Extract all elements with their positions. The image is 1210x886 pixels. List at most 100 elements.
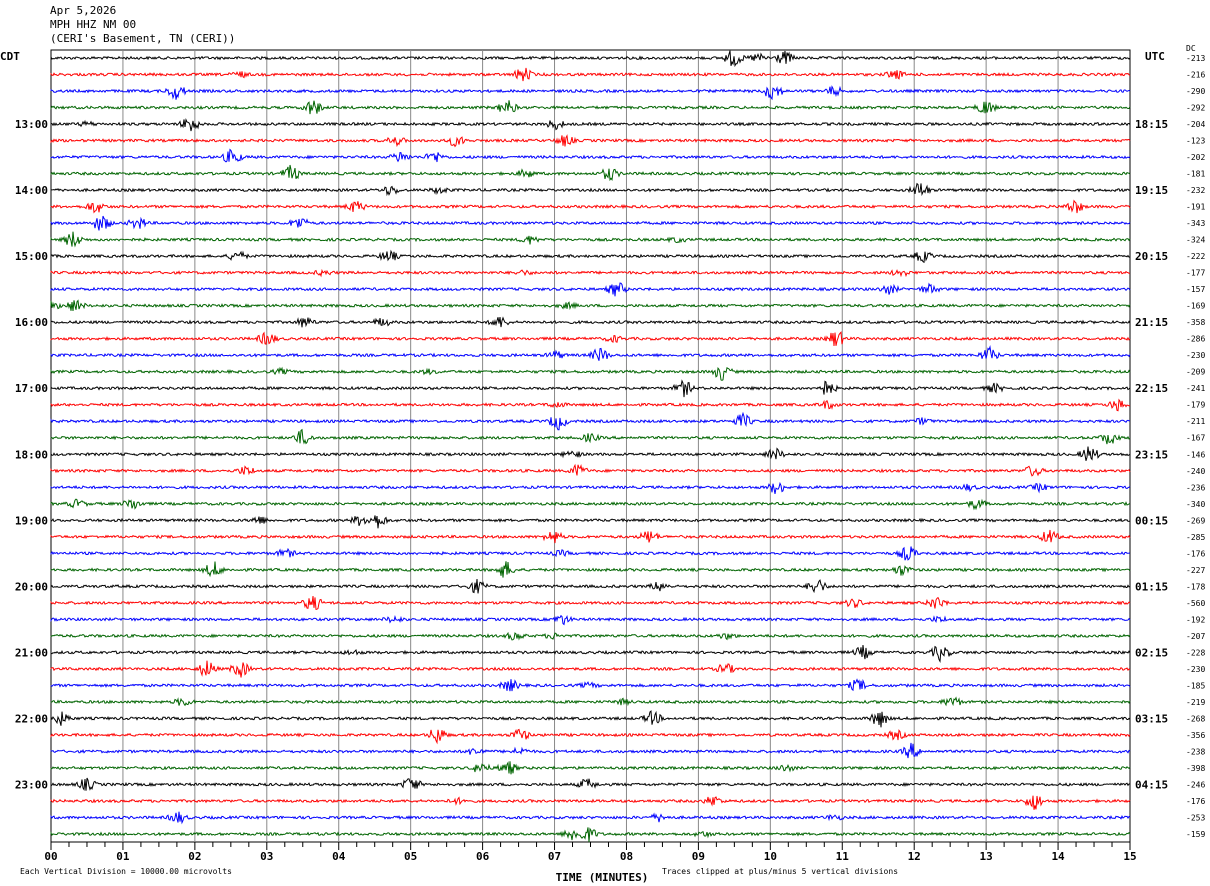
dc-value: -230 bbox=[1186, 351, 1205, 360]
cdt-hour-label: 15:00 bbox=[15, 250, 48, 263]
x-tick-label: 15 bbox=[1123, 850, 1136, 863]
x-tick-label: 03 bbox=[260, 850, 273, 863]
cdt-hour-label: 19:00 bbox=[15, 514, 48, 527]
dc-value: -340 bbox=[1186, 500, 1205, 509]
trace bbox=[50, 282, 1131, 297]
dc-value: -213 bbox=[1186, 54, 1205, 63]
dc-value: -228 bbox=[1186, 648, 1205, 657]
dc-value: -211 bbox=[1186, 417, 1205, 426]
dc-value: -216 bbox=[1186, 71, 1205, 80]
cdt-hour-label: 22:00 bbox=[15, 712, 48, 725]
x-tick-label: 00 bbox=[44, 850, 57, 863]
trace bbox=[50, 595, 1131, 611]
cdt-hour-label: 14:00 bbox=[15, 184, 48, 197]
utc-hour-label: 03:15 bbox=[1135, 712, 1168, 725]
dc-value: -324 bbox=[1186, 236, 1205, 245]
dc-value: -285 bbox=[1186, 533, 1205, 542]
trace bbox=[50, 249, 1131, 264]
x-tick-label: 10 bbox=[764, 850, 777, 863]
cdt-hour-label: 18:00 bbox=[15, 448, 48, 461]
trace bbox=[50, 85, 1131, 101]
dc-value: -178 bbox=[1186, 582, 1205, 591]
trace bbox=[50, 561, 1131, 578]
dc-value: -238 bbox=[1186, 747, 1205, 756]
x-tick-label: 11 bbox=[836, 850, 850, 863]
x-tick-label: 05 bbox=[404, 850, 417, 863]
trace bbox=[50, 546, 1131, 561]
dc-value: -560 bbox=[1186, 599, 1205, 608]
trace bbox=[50, 268, 1131, 278]
trace bbox=[50, 446, 1131, 461]
x-tick-label: 02 bbox=[188, 850, 201, 863]
cdt-hour-label: 13:00 bbox=[15, 118, 48, 131]
trace bbox=[50, 199, 1131, 214]
dc-value: -240 bbox=[1186, 467, 1205, 476]
utc-hour-label: 02:15 bbox=[1135, 646, 1168, 659]
dc-value: -398 bbox=[1186, 764, 1205, 773]
dc-value: -192 bbox=[1186, 615, 1205, 624]
x-tick-label: 04 bbox=[332, 850, 346, 863]
trace bbox=[50, 529, 1131, 544]
dc-value: -286 bbox=[1186, 335, 1205, 344]
x-tick-label: 06 bbox=[476, 850, 490, 863]
utc-hour-label: 04:15 bbox=[1135, 778, 1168, 791]
trace bbox=[50, 795, 1131, 810]
trace bbox=[50, 761, 1131, 775]
trace bbox=[50, 631, 1131, 641]
dc-value: -232 bbox=[1186, 186, 1205, 195]
dc-value: -179 bbox=[1186, 401, 1205, 410]
trace bbox=[50, 428, 1131, 445]
dc-value: -236 bbox=[1186, 483, 1205, 492]
dc-value: -167 bbox=[1186, 434, 1205, 443]
clip-note: Traces clipped at plus/minus 5 vertical … bbox=[662, 867, 899, 876]
trace bbox=[50, 827, 1131, 843]
trace bbox=[50, 215, 1131, 231]
dc-value: -202 bbox=[1186, 153, 1205, 162]
trace bbox=[50, 498, 1131, 511]
dc-value: -176 bbox=[1186, 797, 1205, 806]
trace bbox=[50, 366, 1131, 381]
dc-value: -246 bbox=[1186, 780, 1205, 789]
trace bbox=[50, 614, 1131, 626]
station: MPH HHZ NM 00 bbox=[50, 18, 137, 31]
trace bbox=[50, 379, 1131, 398]
trace bbox=[50, 231, 1131, 248]
x-tick-label: 07 bbox=[548, 850, 561, 863]
plot-frame bbox=[50, 49, 1131, 843]
dc-value: -207 bbox=[1186, 632, 1205, 641]
x-tick-label: 01 bbox=[116, 850, 130, 863]
x-tick-label: 14 bbox=[1051, 850, 1065, 863]
x-tick-label: 12 bbox=[908, 850, 921, 863]
utc-hour-label: 01:15 bbox=[1135, 580, 1168, 593]
dc-value: -204 bbox=[1186, 120, 1205, 129]
cdt-hour-label: 20:00 bbox=[15, 580, 48, 593]
dc-value: -169 bbox=[1186, 302, 1205, 311]
left-timezone: CDT bbox=[0, 50, 20, 63]
dc-value: -176 bbox=[1186, 549, 1205, 558]
trace bbox=[50, 398, 1131, 412]
x-axis-label: TIME (MINUTES) bbox=[556, 871, 649, 884]
trace bbox=[50, 411, 1131, 431]
scale-note: Each Vertical Division = 10000.00 microv… bbox=[20, 867, 232, 876]
utc-hour-label: 22:15 bbox=[1135, 382, 1168, 395]
trace bbox=[50, 331, 1131, 347]
utc-hour-label: 00:15 bbox=[1135, 514, 1168, 527]
dc-value: -209 bbox=[1186, 368, 1205, 377]
trace bbox=[50, 164, 1131, 182]
trace bbox=[50, 134, 1131, 148]
dc-value: -219 bbox=[1186, 698, 1205, 707]
trace bbox=[50, 148, 1131, 163]
dc-value: -230 bbox=[1186, 665, 1205, 674]
trace bbox=[50, 345, 1131, 361]
dc-value: -269 bbox=[1186, 516, 1205, 525]
date: Apr 5,2026 bbox=[50, 4, 117, 17]
dc-value: -292 bbox=[1186, 104, 1205, 113]
dc-value: -177 bbox=[1186, 269, 1205, 278]
trace bbox=[50, 578, 1131, 594]
dc-value: -356 bbox=[1186, 731, 1205, 740]
dc-value: -290 bbox=[1186, 87, 1205, 96]
trace bbox=[50, 728, 1131, 745]
dc-value: -343 bbox=[1186, 219, 1205, 228]
